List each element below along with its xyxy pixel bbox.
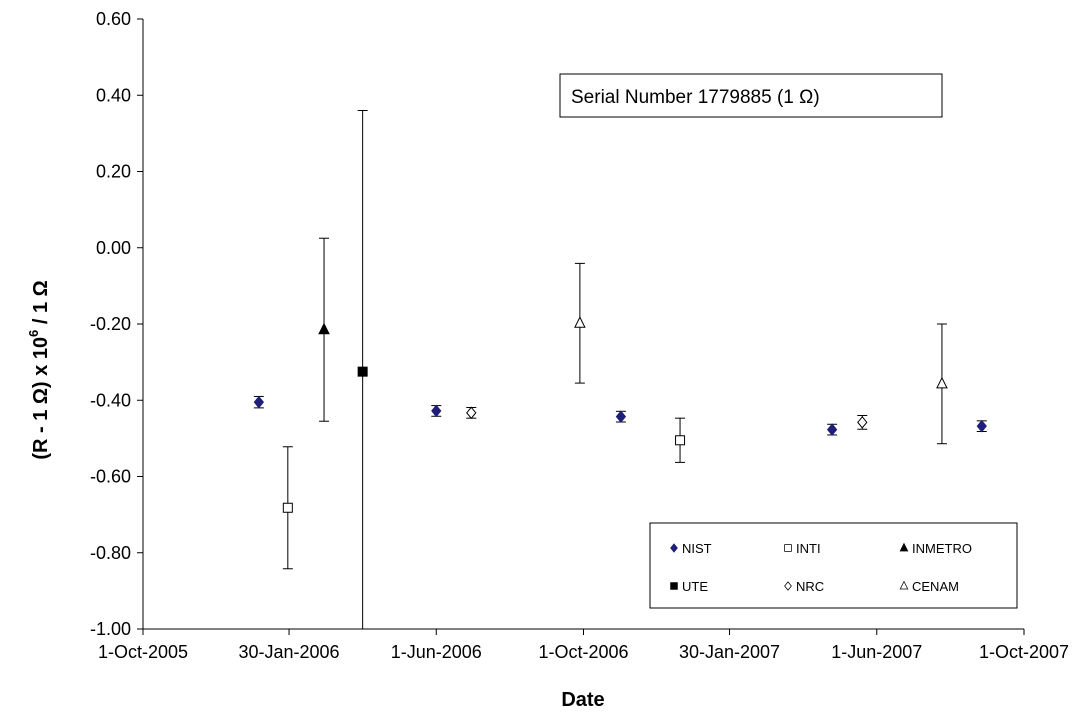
- y-axis-ticks: 0.60 0.40 0.20 0.00 -0.20 -0.40 -0.60 -0.80 -1.0…: [90, 9, 143, 639]
- inti-point: [675, 435, 686, 446]
- y-tick-label: -1.00: [90, 619, 131, 639]
- legend-inmetro-label: INMETRO: [912, 541, 972, 556]
- annotation-text: Serial Number 1779885 (1 Ω): [571, 87, 820, 108]
- legend-cenam-marker: [899, 580, 909, 590]
- x-tick-label: 30-Jan-2006: [238, 642, 339, 662]
- legend-inmetro-marker: [899, 542, 909, 552]
- legend-inti-marker: [784, 544, 792, 552]
- y-tick-label: -0.20: [90, 314, 131, 334]
- legend-inti-label: INTI: [796, 541, 821, 556]
- x-axis-title: Date: [561, 689, 604, 711]
- legend-ute-marker: [670, 582, 678, 590]
- x-tick-label: 1-Oct-2005: [98, 642, 188, 662]
- nrc-point: [857, 416, 868, 429]
- nrc-point: [466, 406, 477, 420]
- nist-point: [976, 419, 987, 433]
- legend-nist-label: NIST: [682, 541, 712, 556]
- x-tick-label: 1-Jun-2007: [831, 642, 922, 662]
- y-axis-title-sup: 6: [26, 330, 41, 337]
- legend-nist-marker: [670, 543, 678, 553]
- cenam-point: [936, 376, 948, 389]
- y-axis-title-tail: / 1 Ω: [30, 280, 52, 329]
- y-tick-label: 0.60: [96, 9, 131, 29]
- x-tick-label: 1-Jun-2006: [391, 642, 482, 662]
- nist-point: [253, 395, 265, 409]
- data-points: [253, 110, 987, 629]
- legend-ute-label: UTE: [682, 579, 708, 594]
- ute-point: [357, 366, 368, 377]
- y-tick-label: -0.80: [90, 543, 131, 563]
- y-tick-label: -0.40: [90, 390, 131, 410]
- inmetro-point: [318, 322, 330, 335]
- legend-cenam-label: CENAM: [912, 579, 959, 594]
- y-tick-label: -0.60: [90, 467, 131, 487]
- inti-point: [282, 502, 293, 513]
- cenam-point: [574, 316, 586, 328]
- x-axis-ticks: 1-Oct-2005 30-Jan-2006 1-Jun-2006 1-Oct-200…: [98, 629, 1069, 662]
- y-tick-label: 0.20: [96, 162, 131, 182]
- x-tick-label: 1-Oct-2006: [538, 642, 628, 662]
- legend-nrc-marker: [784, 581, 792, 591]
- legend: NIST INTI INMETRO UTE NRC CENAM: [649, 522, 1018, 609]
- nist-point: [615, 410, 627, 423]
- y-tick-label: 0.00: [96, 238, 131, 258]
- nist-point: [431, 404, 442, 418]
- y-tick-label: 0.40: [96, 85, 131, 105]
- y-axis-title: (R - 1 Ω) x 106 / 1 Ω: [26, 280, 52, 459]
- y-axis-title-main: (R - 1 Ω) x 10: [30, 337, 52, 460]
- nist-point: [826, 423, 838, 436]
- plot-area: [142, 19, 1024, 630]
- x-tick-label: 1-Oct-2007: [979, 642, 1069, 662]
- annotation-box: Serial Number 1779885 (1 Ω): [559, 73, 943, 118]
- x-tick-label: 30-Jan-2007: [679, 642, 780, 662]
- legend-nrc-label: NRC: [796, 579, 824, 594]
